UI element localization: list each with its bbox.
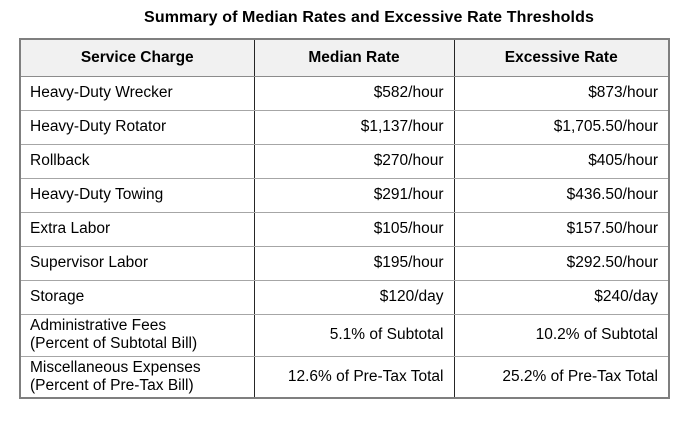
service-charge-label: Rollback bbox=[30, 152, 90, 170]
service-charge-label: Miscellaneous Expenses bbox=[30, 358, 201, 376]
median-rate-cell: 5.1% of Subtotal bbox=[253, 313, 455, 357]
excessive-rate-cell: 10.2% of Subtotal bbox=[453, 313, 670, 357]
service-charge-cell: Heavy-Duty Wrecker bbox=[19, 75, 255, 111]
median-rate-cell: $582/hour bbox=[253, 75, 455, 111]
service-charge-sublabel: (Percent of Subtotal Bill) bbox=[30, 335, 198, 352]
page-title: Summary of Median Rates and Excessive Ra… bbox=[144, 9, 594, 26]
table-header-excessive-rate: Excessive Rate bbox=[453, 38, 670, 77]
median-rate-cell: $195/hour bbox=[253, 245, 455, 281]
service-charge-cell: Heavy-Duty Towing bbox=[19, 177, 255, 213]
excessive-rate-cell: $157.50/hour bbox=[453, 211, 670, 247]
table-row: Extra Labor $105/hour $157.50/hour bbox=[19, 211, 670, 247]
table-row: Heavy-Duty Towing $291/hour $436.50/hour bbox=[19, 177, 670, 213]
table-row: Heavy-Duty Rotator $1,137/hour $1,705.50… bbox=[19, 109, 670, 145]
table-header-row: Service Charge Median Rate Excessive Rat… bbox=[19, 38, 670, 77]
service-charge-cell: Rollback bbox=[19, 143, 255, 179]
service-charge-cell: Heavy-Duty Rotator bbox=[19, 109, 255, 145]
median-rate-cell: $291/hour bbox=[253, 177, 455, 213]
table-row: Administrative Fees (Percent of Subtotal … bbox=[19, 313, 670, 357]
table-row: Miscellaneous Expenses (Percent of Pre-Ta… bbox=[19, 355, 670, 399]
median-rate-cell: $120/day bbox=[253, 279, 455, 315]
service-charge-cell: Supervisor Labor bbox=[19, 245, 255, 281]
excessive-rate-cell: $1,705.50/hour bbox=[453, 109, 670, 145]
excessive-rate-cell: $873/hour bbox=[453, 75, 670, 111]
service-charge-sublabel: (Percent of Pre-Tax Bill) bbox=[30, 376, 194, 394]
service-charge-cell: Storage bbox=[19, 279, 255, 315]
table-header-median-rate: Median Rate bbox=[253, 38, 455, 77]
service-charge-cell: Extra Labor bbox=[19, 211, 255, 247]
rates-table: Service Charge Median Rate Excessive Rat… bbox=[19, 38, 670, 399]
median-rate-cell: $270/hour bbox=[253, 143, 455, 179]
table-header-service-charge: Service Charge bbox=[19, 38, 255, 77]
median-rate-cell: $105/hour bbox=[253, 211, 455, 247]
service-charge-label: Extra Labor bbox=[30, 220, 111, 238]
service-charge-label: Supervisor Labor bbox=[30, 254, 149, 272]
service-charge-cell: Administrative Fees (Percent of Subtotal … bbox=[19, 313, 255, 357]
service-charge-label: Administrative Fees bbox=[30, 317, 167, 335]
service-charge-label: Heavy-Duty Rotator bbox=[30, 118, 167, 136]
excessive-rate-cell: $436.50/hour bbox=[453, 177, 670, 213]
service-charge-cell: Miscellaneous Expenses (Percent of Pre-Ta… bbox=[19, 355, 255, 399]
service-charge-label: Heavy-Duty Towing bbox=[30, 186, 164, 204]
excessive-rate-cell: 25.2% of Pre-Tax Total bbox=[453, 355, 670, 399]
excessive-rate-cell: $240/day bbox=[453, 279, 670, 315]
service-charge-label: Storage bbox=[30, 288, 85, 306]
table-row: Heavy-Duty Wrecker $582/hour $873/hour bbox=[19, 75, 670, 111]
table-row: Storage $120/day $240/day bbox=[19, 279, 670, 315]
excessive-rate-cell: $292.50/hour bbox=[453, 245, 670, 281]
median-rate-cell: $1,137/hour bbox=[253, 109, 455, 145]
table-row: Supervisor Labor $195/hour $292.50/hour bbox=[19, 245, 670, 281]
median-rate-cell: 12.6% of Pre-Tax Total bbox=[253, 355, 455, 399]
service-charge-label: Heavy-Duty Wrecker bbox=[30, 84, 173, 102]
table-row: Rollback $270/hour $405/hour bbox=[19, 143, 670, 179]
excessive-rate-cell: $405/hour bbox=[453, 143, 670, 179]
